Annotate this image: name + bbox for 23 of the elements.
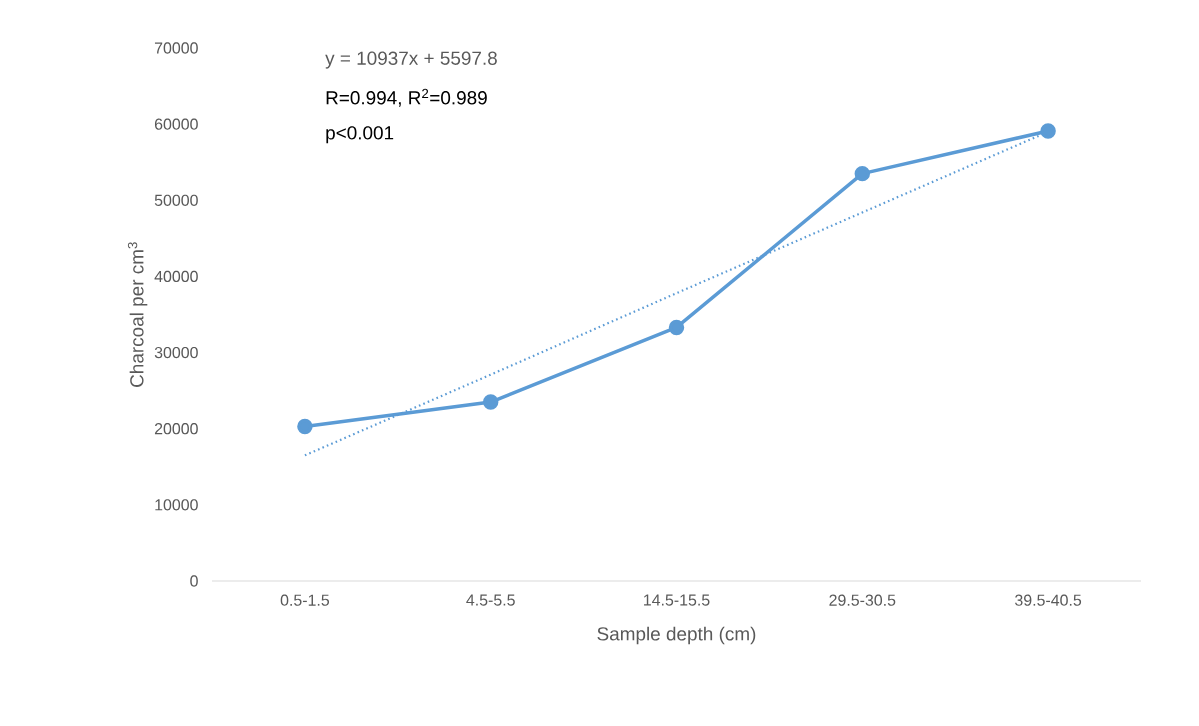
- x-axis-title: Sample depth (cm): [597, 626, 756, 645]
- point: [297, 418, 313, 435]
- y-tick-label: 50000: [154, 194, 198, 206]
- x-tick-label: 14.5-15.5: [644, 594, 710, 606]
- y-tick-label: 0: [190, 575, 198, 587]
- y-tick-label: 70000: [154, 42, 198, 54]
- point: [854, 165, 871, 182]
- y-axis-title: Charcoal per cm$^{3}$: [127, 242, 148, 387]
- point: [668, 319, 685, 336]
- annotation: y = 10937x + 5597.8: [325, 51, 497, 69]
- x-tick-label: 39.5-40.5: [1015, 594, 1082, 606]
- y-tick-label: 60000: [154, 118, 198, 130]
- annotation: p<0.001: [326, 126, 394, 144]
- x-tick-label: 4.5-5.5: [466, 594, 515, 606]
- annotation: R=0.994, R$^{2}$=0.989: [326, 88, 487, 107]
- x-tick-label: 29.5-30.5: [829, 594, 896, 606]
- y-tick-label: 10000: [155, 499, 198, 511]
- y-tick-label: 30000: [154, 346, 198, 359]
- y-tick-label: 20000: [154, 423, 198, 435]
- x-tick-label: 0.5-1.5: [280, 594, 330, 606]
- point: [482, 394, 499, 410]
- y-tick-label: 40000: [154, 270, 198, 283]
- point: [1040, 123, 1056, 139]
